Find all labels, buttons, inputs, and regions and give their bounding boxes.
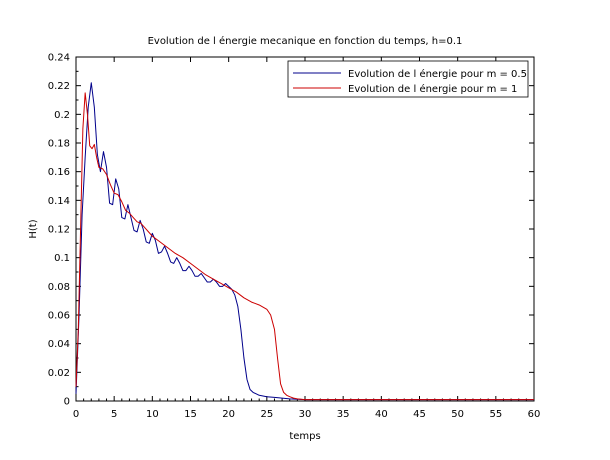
x-tick-label: 5: [111, 409, 117, 420]
y-tick-label: 0.06: [48, 311, 70, 322]
x-tick-label: 35: [337, 409, 350, 420]
x-tick-label: 20: [222, 409, 235, 420]
series-line-m1: [75, 92, 534, 401]
x-tick-label: 25: [260, 409, 273, 420]
legend: Evolution de l énergie pour m = 0.5 Evol…: [287, 60, 529, 98]
axis-ticks: 0 5 10 15 20 25 30 35 40 45 50 55 60 0 0.02 0.04 0.06 0.0…: [48, 53, 541, 421]
x-tick-label: 45: [413, 409, 426, 420]
y-tick-label: 0: [64, 397, 70, 408]
y-tick-label: 0.22: [48, 81, 70, 92]
y-tick-label: 0.24: [48, 53, 70, 64]
y-tick-label: 0.08: [48, 282, 70, 293]
y-tick-label: 0.12: [48, 225, 70, 236]
y-tick-label: 0.2: [54, 110, 70, 121]
legend-label-m05: Evolution de l énergie pour m = 0.5: [348, 68, 527, 80]
y-axis-label: H(t): [28, 219, 39, 238]
x-axis-label: temps: [289, 431, 320, 442]
x-tick-label: 55: [489, 409, 502, 420]
legend-box: [287, 60, 529, 98]
x-tick-label: 15: [184, 409, 197, 420]
y-tick-label: 0.16: [48, 167, 70, 178]
x-tick-label: 40: [375, 409, 388, 420]
legend-label-m1: Evolution de l énergie pour m = 1: [348, 83, 517, 95]
x-tick-label: 0: [73, 409, 79, 420]
chart-title: Evolution de l énergie mecanique en fonc…: [148, 35, 463, 47]
x-tick-label: 30: [299, 409, 312, 420]
series-lines: [75, 82, 534, 401]
series-line-m05: [75, 82, 534, 401]
y-tick-label: 0.1: [54, 253, 70, 264]
y-tick-label: 0.04: [48, 339, 70, 350]
y-tick-label: 0.18: [48, 139, 70, 150]
x-tick-label: 10: [146, 409, 159, 420]
x-tick-label: 50: [451, 409, 464, 420]
x-tick-label: 60: [528, 409, 541, 420]
y-tick-label: 0.02: [48, 368, 70, 379]
y-tick-label: 0.14: [48, 196, 70, 207]
